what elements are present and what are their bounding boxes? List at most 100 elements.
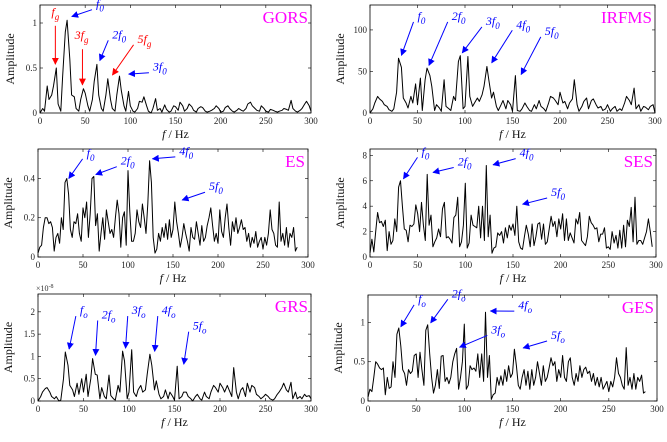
harmonic-annotation: 2f0 <box>458 155 472 172</box>
annotation-arrow <box>153 157 176 159</box>
harmonic-annotation: 3f0 <box>485 14 500 31</box>
y-tick-label: 1 <box>31 351 36 361</box>
harmonic-annotation: 3fg <box>74 28 89 45</box>
harmonic-annotation: 3f0 <box>152 60 167 77</box>
x-tick-label: 50 <box>79 404 89 414</box>
harmonic-annotation: f0 <box>421 144 429 161</box>
x-tick-label: 150 <box>506 116 520 126</box>
x-tick-label: 50 <box>412 404 422 414</box>
y-tick-label: 0 <box>31 252 36 262</box>
x-tick-label: 150 <box>166 260 180 270</box>
x-tick-label: 100 <box>122 404 136 414</box>
x-axis-unit: / Hz <box>503 271 526 285</box>
harmonic-annotation: 2f0 <box>452 9 466 26</box>
x-tick-label: 0 <box>36 404 41 414</box>
harmonic-annotation: 3fo <box>490 322 505 339</box>
x-tick-label: 300 <box>648 116 662 126</box>
x-tick-label: 300 <box>304 116 318 126</box>
x-tick-label: 100 <box>121 260 135 270</box>
y-tick-label: 100 <box>354 25 368 35</box>
y-axis-label: Amplitude <box>1 322 15 373</box>
spectrum-line-es <box>38 161 297 253</box>
y-tick-label: 1 <box>361 317 366 327</box>
x-tick-label: 300 <box>650 404 664 414</box>
annotation-arrow <box>96 321 98 356</box>
annotation-arrow <box>493 159 516 165</box>
x-tick-label: 150 <box>169 116 183 126</box>
x-tick-label: 250 <box>602 404 616 414</box>
x-tick-label: 200 <box>554 404 568 414</box>
panel-label: SES <box>624 152 653 171</box>
spectrum-line-irfms <box>370 56 655 113</box>
y-tick-label: 0 <box>361 396 366 406</box>
annotation-arrow <box>129 73 149 74</box>
y-tick-label: 0.5 <box>26 63 38 73</box>
annotation-arrow <box>492 30 513 63</box>
y-tick-label: 1 <box>33 18 38 28</box>
x-tick-label: 250 <box>259 116 273 126</box>
harmonic-annotation: 4f0 <box>520 146 534 163</box>
x-axis-unit: / Hz <box>163 271 186 285</box>
annotation-arrow <box>182 192 205 200</box>
harmonic-annotation: 5f0 <box>209 179 223 196</box>
annotation-arrow <box>401 305 414 327</box>
x-axis-unit: / Hz <box>165 415 188 429</box>
x-tick-label: 150 <box>506 260 520 270</box>
annotation-arrow <box>429 22 448 65</box>
x-axis-label: f / Hz <box>500 271 527 285</box>
annotation-arrow <box>69 159 83 179</box>
y-tick-label: 0.5 <box>354 357 366 367</box>
x-axis-unit: / Hz <box>503 415 526 429</box>
x-tick-label: 200 <box>214 116 228 126</box>
x-tick-label: 0 <box>368 116 373 126</box>
y-tick-label: 1.5 <box>24 329 36 339</box>
harmonic-annotation: 2fo <box>452 286 466 303</box>
y-tick-label: 0 <box>363 108 368 118</box>
x-tick-label: 250 <box>602 260 616 270</box>
x-tick-label: 100 <box>124 116 138 126</box>
y-exponent-label: ×10-8 <box>36 284 54 293</box>
spectrum-line-grs <box>38 350 311 401</box>
harmonic-annotation: 4f0 <box>179 144 193 161</box>
x-tick-label: 50 <box>81 116 91 126</box>
x-tick-label: 0 <box>368 260 373 270</box>
y-tick-label: 4 <box>363 201 368 211</box>
annotation-arrow <box>523 198 548 204</box>
y-tick-label: 0.4 <box>24 173 36 183</box>
harmonic-annotation: 3fo <box>131 303 146 320</box>
y-tick-label: 0 <box>33 108 38 118</box>
y-axis-label: Amplitude <box>1 177 15 228</box>
x-tick-label: 150 <box>168 404 182 414</box>
harmonic-annotation: fo <box>80 303 88 320</box>
panel-label: GORS <box>263 8 308 27</box>
x-axis-label: f / Hz <box>160 271 187 285</box>
y-tick-label: 50 <box>358 66 368 76</box>
annotation-arrow <box>72 10 92 17</box>
harmonic-annotation: 5f0 <box>551 185 565 202</box>
annotation-arrow <box>126 316 128 348</box>
x-axis-label: f / Hz <box>162 127 189 141</box>
y-tick-label: 0 <box>363 252 368 262</box>
harmonic-annotation: f0 <box>96 0 104 14</box>
annotation-arrow <box>112 45 133 75</box>
harmonic-annotation: 4fo <box>162 303 176 320</box>
harmonic-annotation: 5fg <box>138 32 152 49</box>
y-tick-label: 0 <box>31 396 36 406</box>
annotation-arrow <box>431 299 448 322</box>
harmonic-annotation: 4fo <box>518 298 532 315</box>
annotation-arrow <box>521 37 541 75</box>
y-axis-label: Amplitude <box>333 177 347 228</box>
x-axis-unit: / Hz <box>166 127 189 141</box>
x-tick-label: 50 <box>79 260 89 270</box>
y-tick-label: 2 <box>31 307 36 317</box>
harmonic-annotation: 2fo <box>102 308 116 325</box>
annotation-arrow <box>523 341 547 348</box>
x-tick-label: 150 <box>506 404 520 414</box>
spectrum-line-ses <box>370 166 652 254</box>
